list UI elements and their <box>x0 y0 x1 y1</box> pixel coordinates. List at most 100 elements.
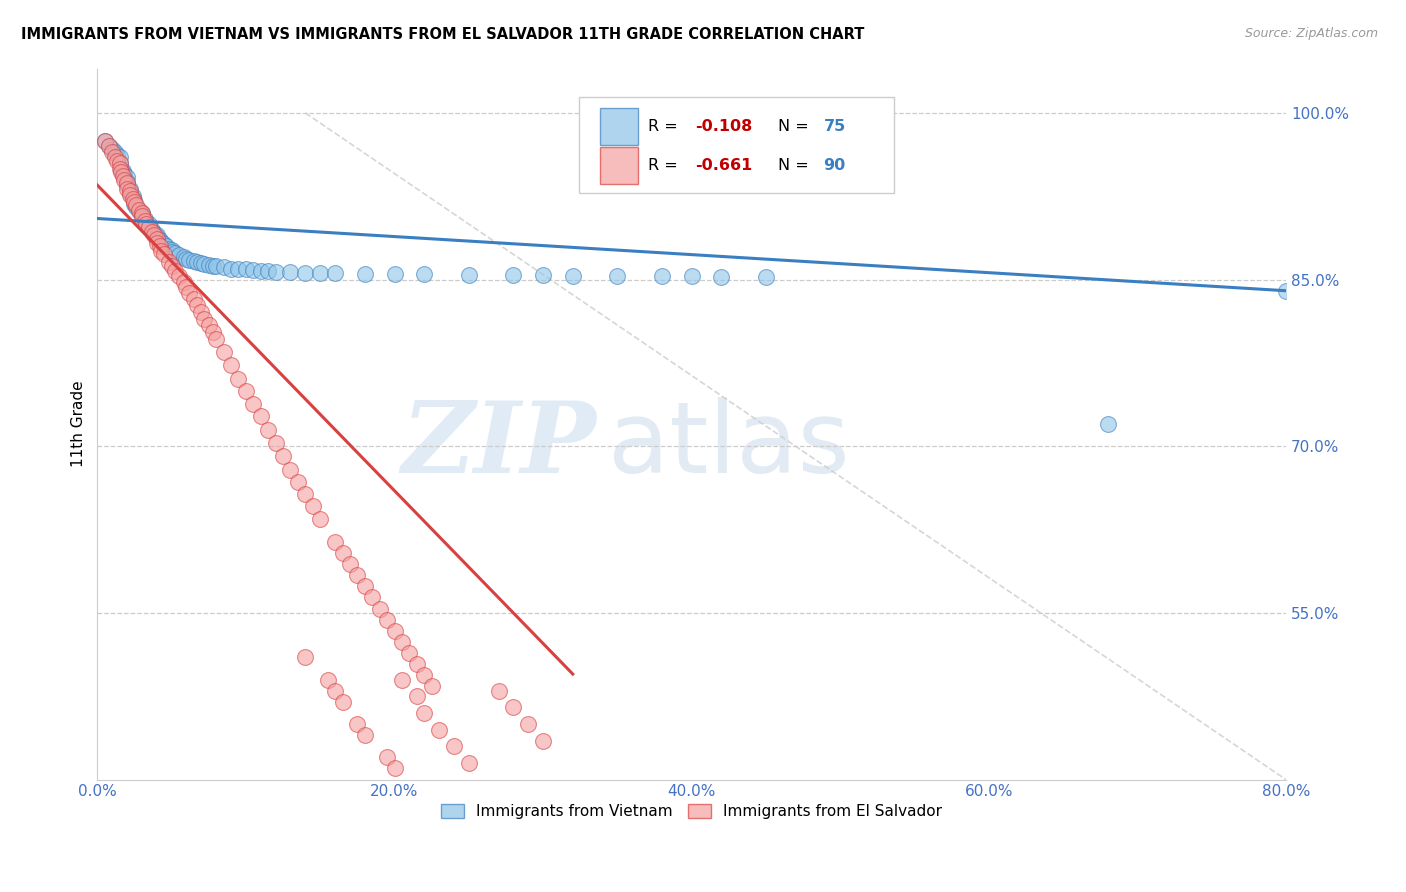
Point <box>502 268 524 282</box>
Point <box>488 683 510 698</box>
Point <box>153 247 176 261</box>
Point <box>157 255 180 269</box>
Point <box>420 679 443 693</box>
Point <box>264 436 287 450</box>
Point <box>235 384 257 398</box>
Point <box>257 264 280 278</box>
Point <box>212 260 235 275</box>
Point <box>108 156 131 170</box>
Point <box>346 717 368 731</box>
Point <box>280 265 302 279</box>
Point <box>242 262 264 277</box>
Point <box>115 176 138 190</box>
Point <box>235 261 257 276</box>
Legend: Immigrants from Vietnam, Immigrants from El Salvador: Immigrants from Vietnam, Immigrants from… <box>434 798 949 825</box>
Point <box>101 145 124 159</box>
Point <box>405 690 427 704</box>
Text: N =: N = <box>779 120 814 135</box>
Point <box>710 270 733 285</box>
Point <box>193 311 215 326</box>
Point <box>173 275 195 289</box>
Point <box>183 253 205 268</box>
Point <box>413 706 436 720</box>
Point <box>280 462 302 476</box>
Point <box>110 165 132 179</box>
Point <box>142 228 165 243</box>
Point <box>398 646 420 660</box>
Point <box>205 260 228 274</box>
Point <box>219 358 242 372</box>
Point <box>146 231 169 245</box>
Point <box>368 601 391 615</box>
Point <box>309 266 332 280</box>
Point <box>176 280 198 294</box>
Y-axis label: 11th Grade: 11th Grade <box>72 381 86 467</box>
Point <box>502 700 524 714</box>
Point <box>249 409 271 424</box>
Point <box>112 172 135 186</box>
Point <box>176 252 198 266</box>
Point <box>413 267 436 281</box>
Point <box>146 230 169 244</box>
Point <box>124 197 146 211</box>
Text: ZIP: ZIP <box>402 397 596 493</box>
Point <box>681 269 703 284</box>
Point <box>115 170 138 185</box>
Point <box>561 269 583 284</box>
Point <box>353 579 375 593</box>
Point <box>186 255 208 269</box>
Point <box>375 613 398 627</box>
Point <box>105 153 128 168</box>
Point <box>205 331 228 345</box>
Point <box>115 178 138 193</box>
Point <box>104 145 127 159</box>
Point <box>124 194 146 209</box>
Point <box>443 739 465 754</box>
Point <box>94 134 117 148</box>
Point <box>1097 417 1119 431</box>
Point <box>264 265 287 279</box>
Point <box>142 226 165 240</box>
Text: -0.108: -0.108 <box>695 120 752 135</box>
Point <box>131 209 153 223</box>
Point <box>160 260 183 274</box>
Point <box>228 371 250 385</box>
Point <box>427 723 450 737</box>
Point <box>149 233 172 247</box>
Point <box>294 266 316 280</box>
Point <box>531 268 554 282</box>
Point <box>517 717 540 731</box>
Point <box>138 220 160 235</box>
Point <box>384 267 406 281</box>
Point <box>146 235 169 250</box>
Point <box>118 186 141 200</box>
Point <box>294 650 316 665</box>
Point <box>332 695 354 709</box>
Point <box>131 206 153 220</box>
Point <box>141 222 163 236</box>
Point <box>167 248 190 262</box>
Point <box>190 256 212 270</box>
Point <box>150 235 173 249</box>
Point <box>160 243 183 257</box>
Point <box>108 150 131 164</box>
Point <box>155 239 177 253</box>
Point <box>391 673 413 687</box>
Point <box>98 139 121 153</box>
Point <box>179 252 201 267</box>
FancyBboxPatch shape <box>600 147 638 184</box>
Point <box>202 325 225 339</box>
Point <box>163 264 186 278</box>
Point <box>122 189 145 203</box>
Point <box>163 246 186 260</box>
Point <box>167 269 190 284</box>
Point <box>202 260 225 274</box>
Point <box>457 268 479 282</box>
Point <box>94 134 117 148</box>
Point <box>138 217 160 231</box>
Point <box>157 242 180 256</box>
Text: Source: ZipAtlas.com: Source: ZipAtlas.com <box>1244 27 1378 40</box>
Point <box>323 683 346 698</box>
Point <box>384 624 406 638</box>
Point <box>134 211 156 226</box>
